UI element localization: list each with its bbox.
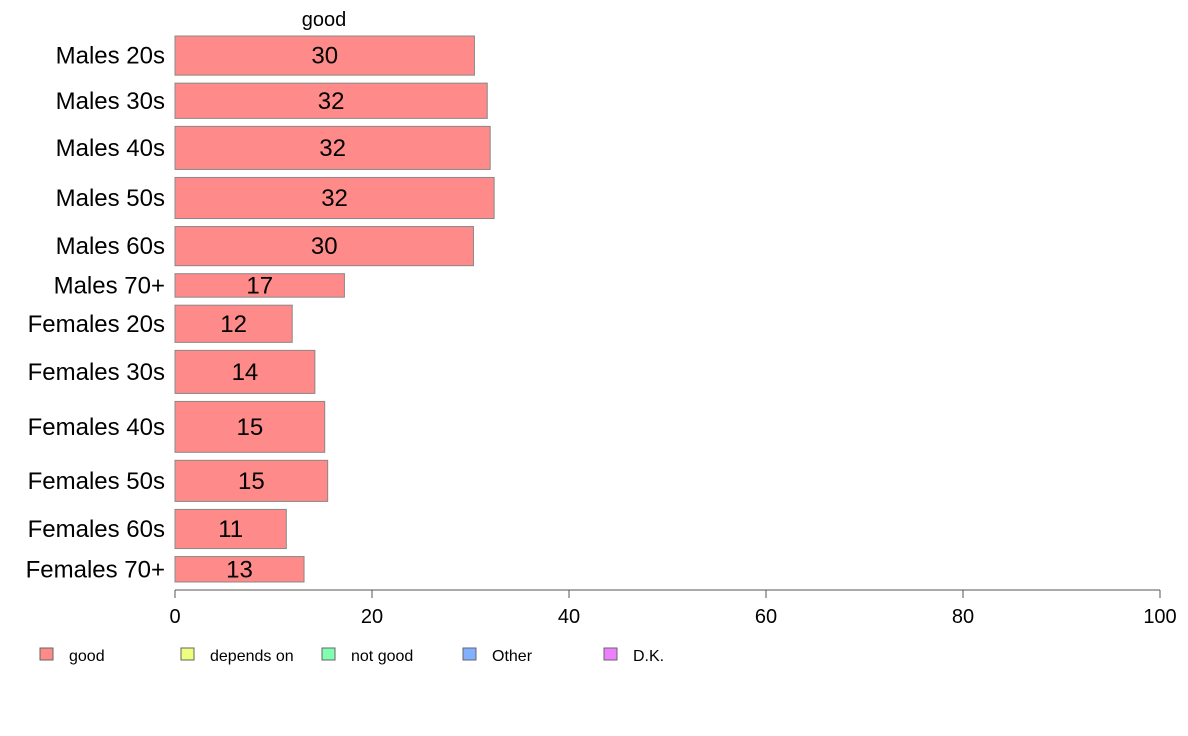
legend: good depends on not good Other D.K. [39,647,664,665]
legend-label: not good [351,648,413,665]
bars-group: Males 20s 30 Males 30s 32 Males 40s 32 Males 5… [26,35,495,583]
bar-value-label: 32 [318,88,345,115]
category-label: Females 20s [28,311,165,338]
legend-swatch [321,647,336,661]
bar-males-40s [174,125,491,170]
bar-females-50s [174,459,329,502]
x-axis: 0 20 40 60 80 100 [169,589,1177,628]
category-label: Males 30s [56,88,165,115]
bar-value-label: 15 [237,414,264,441]
bar-value-label: 30 [311,233,338,260]
bar-value-label: 32 [321,185,348,212]
category-label: Males 70+ [54,272,165,299]
legend-swatch [462,647,477,661]
bar-value-label: 32 [319,135,346,162]
bar-males-50s [174,176,495,220]
x-tick-label: 80 [952,606,974,628]
category-label: Males 20s [56,43,165,70]
bar-males-60s [174,226,474,267]
legend-swatch [180,647,195,661]
bar-value-label: 15 [238,468,265,495]
category-label: Females 70+ [26,556,165,583]
legend-label: depends on [210,648,294,665]
x-tick-label: 0 [169,606,180,628]
bar-value-label: 17 [246,272,273,299]
bar-value-label: 12 [220,311,247,338]
bar-males-70- [174,273,345,298]
category-label: Females 30s [28,359,165,386]
category-label: Females 40s [28,414,165,441]
bar-value-label: 14 [232,359,259,386]
bar-value-label: 30 [311,43,338,70]
category-label: Females 50s [28,468,165,495]
bar-value-label: 11 [218,516,243,543]
bar-females-60s [174,508,287,550]
column-title: good [302,9,347,31]
legend-swatch [603,647,618,661]
bar-males-20s [174,35,475,76]
bar-females-40s [174,400,326,453]
bar-females-30s [174,349,316,394]
category-label: Males 60s [56,233,165,260]
bar-females-70- [174,556,305,583]
bar-males-30s [174,82,488,119]
legend-swatch [39,647,54,661]
category-label: Males 50s [56,185,165,212]
x-tick-label: 60 [755,606,777,628]
x-tick-label: 20 [361,606,383,628]
legend-label: D.K. [633,648,664,665]
category-label: Males 40s [56,135,165,162]
x-tick-label: 40 [558,606,580,628]
legend-label: good [69,648,105,665]
legend-label: Other [492,648,533,665]
x-tick-label: 100 [1143,606,1176,628]
bar-value-label: 13 [226,556,253,583]
category-label: Females 60s [28,516,165,543]
bar-females-20s [174,304,293,343]
